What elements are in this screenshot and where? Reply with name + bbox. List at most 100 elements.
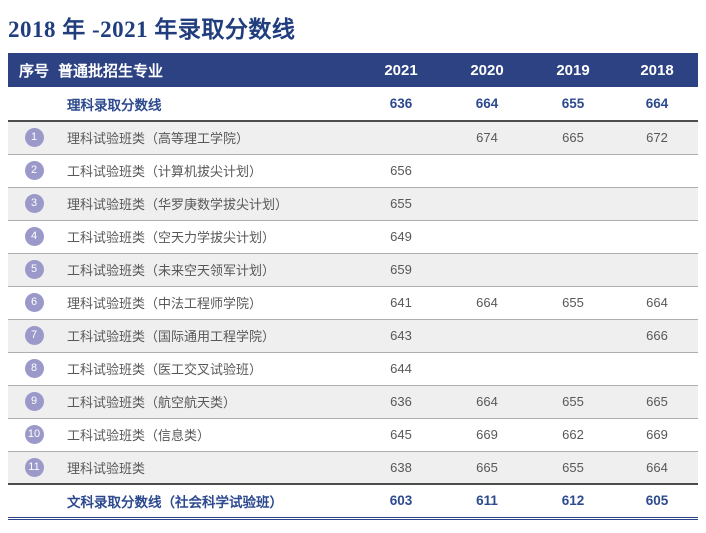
score-2021: 636 [358, 385, 444, 419]
score-2020: 664 [444, 385, 530, 419]
row-number-cell: 7 [8, 319, 52, 353]
score-2021: 655 [358, 187, 444, 221]
row-number-cell: 5 [8, 253, 52, 287]
table-row: 3 理科试验班类（华罗庚数学拔尖计划） 655 [8, 187, 698, 221]
arts-summary-2019: 612 [530, 484, 616, 520]
row-number-badge: 10 [24, 425, 44, 444]
score-2019 [530, 253, 616, 287]
score-2018 [616, 253, 698, 287]
major-label: 工科试验班类（计算机拔尖计划） [52, 154, 358, 188]
page-title: 2018 年 -2021 年录取分数线 [8, 17, 296, 42]
major-label: 理科试验班类（华罗庚数学拔尖计划） [52, 187, 358, 221]
major-label: 理科试验班类 [52, 451, 358, 485]
score-2019: 655 [530, 451, 616, 485]
row-number-cell: 4 [8, 220, 52, 254]
score-2018: 669 [616, 418, 698, 452]
score-2018: 672 [616, 121, 698, 155]
arts-summary-2018: 605 [616, 484, 698, 520]
score-2020: 674 [444, 121, 530, 155]
table-header: 序号 普通批招生专业 2021 2020 2019 2018 [8, 53, 698, 87]
score-2021: 643 [358, 319, 444, 353]
score-2018 [616, 187, 698, 221]
score-2019 [530, 352, 616, 386]
score-2019 [530, 319, 616, 353]
science-summary-row: 理科录取分数线 636 664 655 664 [8, 87, 698, 122]
header-cell-2020: 2020 [444, 53, 530, 87]
major-label: 工科试验班类（空天力学拔尖计划） [52, 220, 358, 254]
science-summary-2018: 664 [616, 87, 698, 122]
arts-summary-2020: 611 [444, 484, 530, 520]
score-2020 [444, 187, 530, 221]
score-2019: 662 [530, 418, 616, 452]
table-body: 1 理科试验班类（高等理工学院） 674 665 672 2 工科试验班类（计算… [8, 121, 698, 485]
major-label: 工科试验班类（医工交叉试验班） [52, 352, 358, 386]
score-2019 [530, 187, 616, 221]
score-2018: 665 [616, 385, 698, 419]
score-2018 [616, 154, 698, 188]
row-number-badge: 7 [24, 326, 44, 345]
score-2020 [444, 319, 530, 353]
header-cell-2021: 2021 [358, 53, 444, 87]
table-row: 5 工科试验班类（未来空天领军计划） 659 [8, 253, 698, 287]
header-cell-major: 普通批招生专业 [52, 53, 358, 87]
header-cell-2018: 2018 [616, 53, 698, 87]
score-2018: 664 [616, 451, 698, 485]
score-2021: 659 [358, 253, 444, 287]
score-2020 [444, 154, 530, 188]
science-summary-label: 理科录取分数线 [52, 87, 358, 122]
score-2020 [444, 220, 530, 254]
score-2021: 638 [358, 451, 444, 485]
row-number-cell: 11 [8, 451, 52, 485]
row-number-cell: 1 [8, 121, 52, 155]
score-2019 [530, 220, 616, 254]
table-row: 4 工科试验班类（空天力学拔尖计划） 649 [8, 220, 698, 254]
score-2020: 665 [444, 451, 530, 485]
row-number-badge: 1 [24, 128, 44, 148]
arts-summary-2021: 603 [358, 484, 444, 520]
score-2020 [444, 253, 530, 287]
row-number-badge: 3 [24, 194, 44, 213]
table-row: 1 理科试验班类（高等理工学院） 674 665 672 [8, 121, 698, 155]
admission-scores-table: 序号 普通批招生专业 2021 2020 2019 2018 理科录取分数线 6… [8, 53, 698, 520]
science-summary-2020: 664 [444, 87, 530, 122]
score-2019: 665 [530, 121, 616, 155]
score-2021: 641 [358, 286, 444, 320]
row-number-cell: 9 [8, 385, 52, 419]
arts-summary-label: 文科录取分数线（社会科学试验班） [52, 484, 358, 520]
score-2019 [530, 154, 616, 188]
row-number-cell: 10 [8, 418, 52, 452]
science-summary-2019: 655 [530, 87, 616, 122]
major-label: 理科试验班类（高等理工学院） [52, 121, 358, 155]
score-2020 [444, 352, 530, 386]
score-2020: 669 [444, 418, 530, 452]
row-number-cell: 6 [8, 286, 52, 320]
row-number-badge: 5 [24, 260, 44, 279]
score-2019: 655 [530, 385, 616, 419]
score-2018 [616, 220, 698, 254]
row-number-badge: 11 [24, 457, 44, 477]
table-row: 7 工科试验班类（国际通用工程学院） 643 666 [8, 319, 698, 353]
table-row: 9 工科试验班类（航空航天类） 636 664 655 665 [8, 385, 698, 419]
major-label: 工科试验班类（国际通用工程学院） [52, 319, 358, 353]
row-number-badge: 6 [24, 293, 44, 312]
page: 2018 年 -2021 年录取分数线 序号 普通批招生专业 2021 2020… [0, 10, 706, 533]
table-row: 6 理科试验班类（中法工程师学院） 641 664 655 664 [8, 286, 698, 320]
score-2021 [358, 121, 444, 155]
row-number-cell: 3 [8, 187, 52, 221]
row-number-badge: 2 [24, 161, 44, 180]
score-2018: 664 [616, 286, 698, 320]
major-label: 理科试验班类（中法工程师学院） [52, 286, 358, 320]
arts-summary-row: 文科录取分数线（社会科学试验班） 603 611 612 605 [8, 484, 698, 520]
score-2018: 666 [616, 319, 698, 353]
major-label: 工科试验班类（航空航天类） [52, 385, 358, 419]
header-row: 序号 普通批招生专业 2021 2020 2019 2018 [8, 53, 698, 87]
row-number-cell: 8 [8, 352, 52, 386]
empty-cell [8, 484, 52, 520]
score-2021: 656 [358, 154, 444, 188]
major-label: 工科试验班类（未来空天领军计划） [52, 253, 358, 287]
header-cell-num: 序号 [8, 53, 52, 87]
science-summary-2021: 636 [358, 87, 444, 122]
header-cell-2019: 2019 [530, 53, 616, 87]
row-number-badge: 8 [24, 359, 44, 378]
table-row: 2 工科试验班类（计算机拔尖计划） 656 [8, 154, 698, 188]
